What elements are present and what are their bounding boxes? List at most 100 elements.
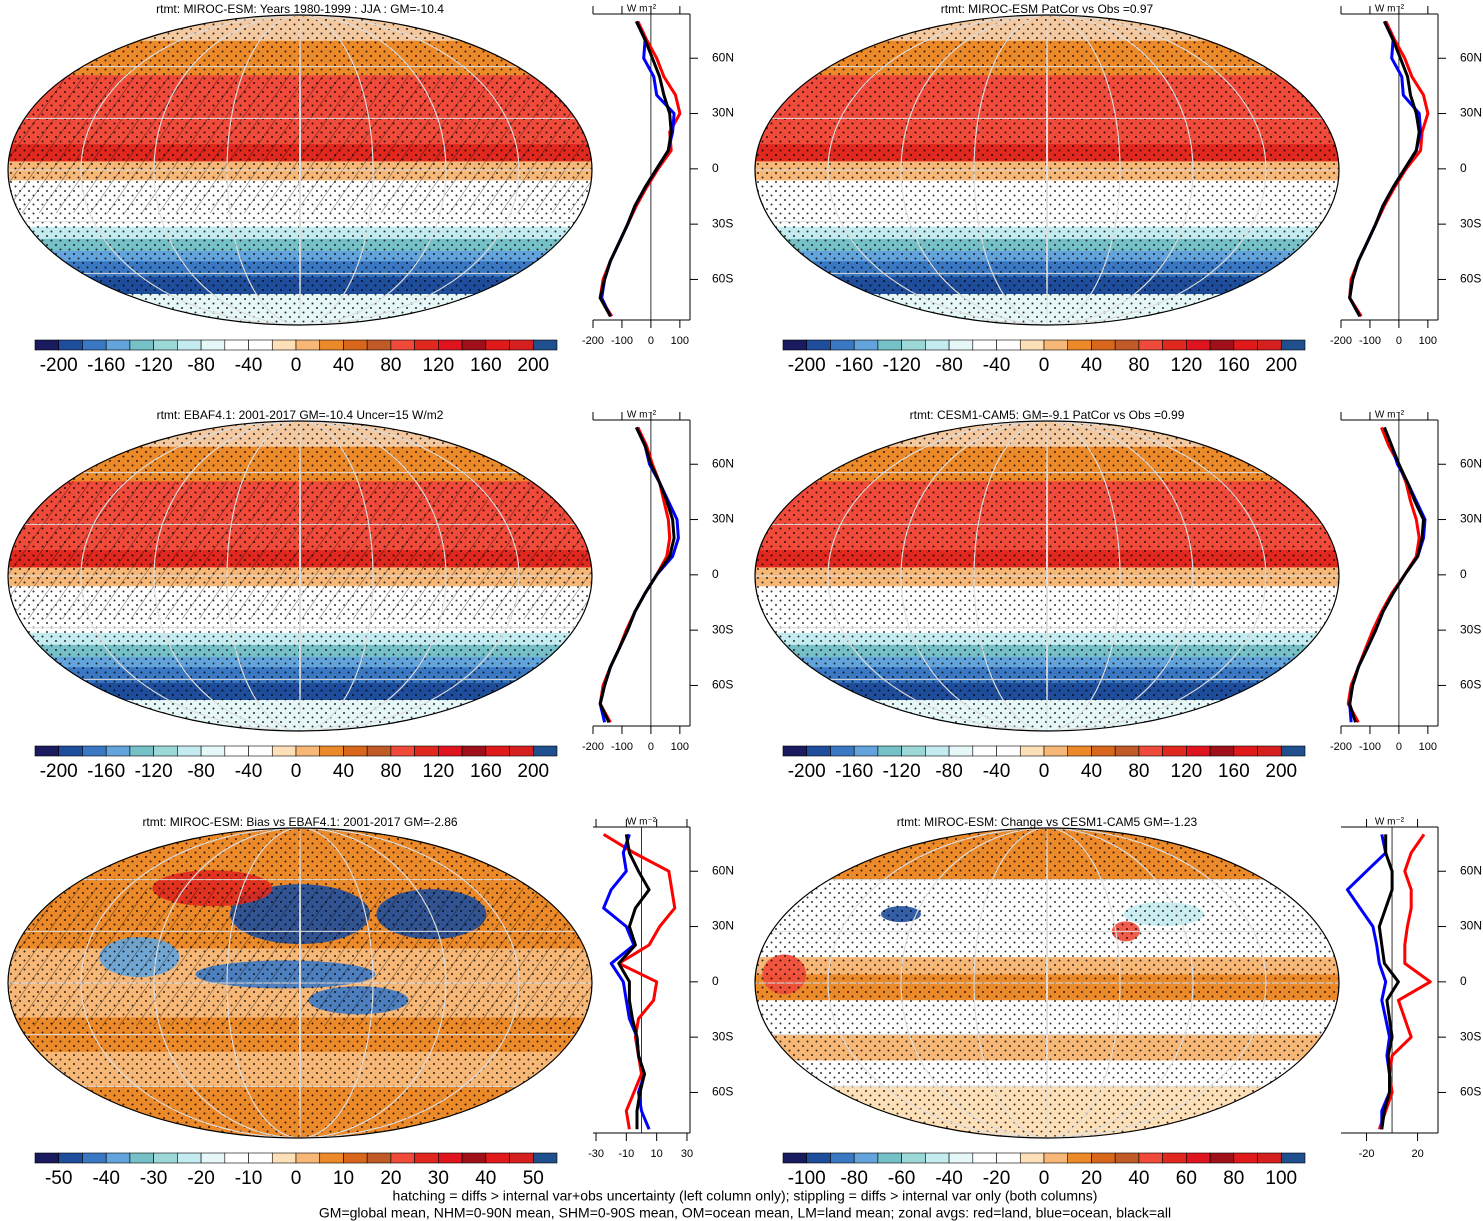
colorbar-label: -200 [40,355,78,376]
colorbar-box [972,1152,997,1164]
colorbar-label: -120 [883,761,921,782]
colorbar-box [105,745,131,757]
x-tick-label: -100 [611,335,633,347]
colorbar-box [1233,339,1258,351]
colorbar-label: -80 [935,761,962,782]
colorbar-label: -60 [888,1168,915,1189]
colorbar-box [390,745,415,757]
y-tick-label: 60S [1460,272,1481,286]
colorbar-box [129,1152,154,1164]
y-tick-label: 0 [1460,161,1467,175]
x-tick-label: 100 [671,741,689,753]
colorbar-box [806,1152,831,1164]
colorbar-label: -50 [45,1168,72,1189]
colorbar-box [177,339,202,351]
colorbar-box [830,745,855,757]
colorbar-box [153,339,178,351]
colorbar-box [248,1152,273,1164]
y-tick-label: 30N [1460,106,1482,120]
colorbar-label: -80 [840,1168,867,1189]
colorbar-box [34,339,60,351]
y-tick-label: 60N [712,456,734,470]
colorbar-box [200,339,226,351]
colorbar-label: 120 [423,761,455,782]
colorbar-box [853,745,879,757]
y-tick-label: 60N [1460,456,1482,470]
y-tick-label: 60S [712,272,733,286]
x-tick-label: -30 [588,1148,604,1160]
colorbar-box [925,339,950,351]
colorbar-label: -40 [235,761,262,782]
colorbar-box [1138,1152,1163,1164]
zonal-line [1348,20,1430,318]
colorbar-box [532,745,558,757]
colorbar-box [1138,745,1163,757]
colorbar-label: 80 [380,355,401,376]
y-tick-label: 30S [1460,216,1481,230]
y-tick-label: 30N [712,512,734,526]
graticule [900,828,1194,1138]
colorbar-box [34,745,60,757]
zonal-line [1348,20,1423,318]
colorbar-label: -120 [135,761,173,782]
x-tick-label: 30 [681,1148,693,1160]
colorbar-box [177,1152,202,1164]
zonal-line [598,426,680,723]
y-tick-label: 0 [1460,567,1467,581]
colorbar-box [782,339,808,351]
x-tick-label: -200 [582,741,604,753]
colorbar-box [1067,1152,1092,1164]
graticule [827,828,1267,1138]
colorbar-box [948,745,974,757]
colorbar-box [877,1152,902,1164]
colorbar-label: -30 [140,1168,167,1189]
units: W m⁻² [627,4,657,15]
colorbar-label: -120 [135,355,173,376]
colorbar-box [461,1152,487,1164]
colorbar-box [414,745,439,757]
graticule [1046,421,1048,731]
y-tick-label: 30S [712,622,733,636]
colorbar-box [224,745,249,757]
y-tick-label: 30N [1460,919,1482,933]
colorbar-box [996,1152,1021,1164]
x-tick-label: -10 [618,1148,634,1160]
graticule [80,828,520,1138]
y-tick-label: 60S [1460,1085,1481,1099]
colorbar-box [1233,745,1258,757]
colorbar-label: 40 [333,761,354,782]
colorbar-label: 0 [1039,761,1050,782]
colorbar-label: 80 [1128,761,1149,782]
colorbar-label: 80 [1128,355,1149,376]
colorbar-box [153,745,178,757]
colorbar-box [1162,745,1187,757]
colorbar-label: -200 [788,355,826,376]
colorbar-label: -200 [40,761,78,782]
panel-title: rtmt: CESM1-CAM5: GM=-9.1 PatCor vs Obs … [910,408,1185,422]
colorbar-box [877,745,902,757]
colorbar-box [901,745,926,757]
colorbar-box [972,339,997,351]
x-tick-label: -100 [611,741,633,753]
zonal-line [1346,426,1421,724]
colorbar-label: 60 [1176,1168,1197,1189]
graticule [226,828,374,1138]
units: W m⁻² [1375,410,1405,421]
map [7,827,593,1139]
y-tick-label: 60S [712,1085,733,1099]
graticule [973,421,1121,731]
colorbar-label: 40 [475,1168,496,1189]
map-border [754,14,1340,326]
colorbar-box [853,1152,879,1164]
colorbar-label: 200 [1265,355,1297,376]
colorbar-label: -40 [92,1168,119,1189]
x-tick-label: 0 [648,335,654,347]
map-body [8,15,592,325]
panel-title: rtmt: MIROC-ESM PatCor vs Obs =0.97 [941,2,1154,16]
map [754,14,1340,326]
x-tick-label: 0 [648,741,654,753]
colorbar-label: -160 [87,761,125,782]
colorbar-label: 0 [1039,1168,1050,1189]
colorbar-box [319,1152,344,1164]
colorbar-box [177,745,202,757]
